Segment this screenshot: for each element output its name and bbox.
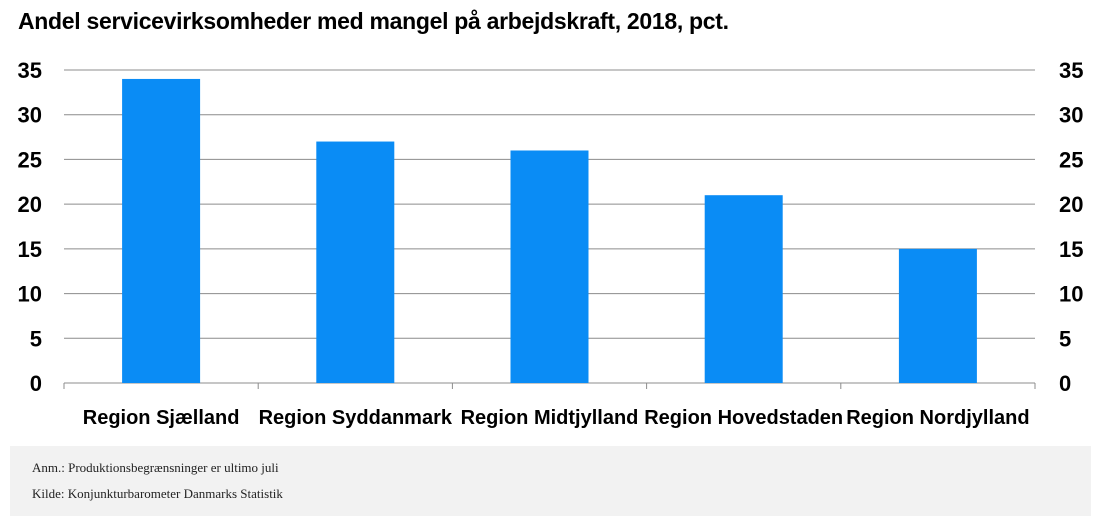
x-category-label: Region Sjælland <box>83 407 240 429</box>
y-tick-label-left: 25 <box>18 147 42 172</box>
bar <box>898 248 977 383</box>
y-tick-label-left: 5 <box>30 326 42 351</box>
chart-footer: Anm.: Produktionsbegrænsninger er ultimo… <box>10 446 1091 516</box>
y-tick-label-left: 35 <box>18 58 42 83</box>
x-category-label: Region Syddanmark <box>259 407 453 429</box>
y-tick-label-right: 15 <box>1059 237 1083 262</box>
y-tick-label-left: 15 <box>18 237 42 262</box>
y-tick-label-right: 5 <box>1059 326 1071 351</box>
bar <box>704 195 783 383</box>
footer-note: Anm.: Produktionsbegrænsninger er ultimo… <box>32 460 279 475</box>
y-tick-label-right: 0 <box>1059 371 1071 396</box>
bar <box>316 141 395 383</box>
y-tick-label-left: 30 <box>18 103 42 128</box>
y-tick-label-right: 30 <box>1059 103 1083 128</box>
bar <box>122 78 201 383</box>
y-tick-label-left: 10 <box>18 282 42 307</box>
x-category-label: Region Hovedstaden <box>644 407 843 429</box>
y-tick-label-right: 35 <box>1059 58 1083 83</box>
y-tick-label-right: 20 <box>1059 192 1083 217</box>
y-tick-label-left: 0 <box>30 371 42 396</box>
footer-source: Kilde: Konjunkturbarometer Danmarks Stat… <box>32 486 283 501</box>
y-tick-label-right: 25 <box>1059 147 1083 172</box>
chart-title: Andel servicevirksomheder med mangel på … <box>18 8 729 34</box>
bar-chart: 0 0 5 5 10 10 15 15 20 20 25 25 30 30 35 35 Region Sjæll… <box>18 58 1084 429</box>
y-tick-label-right: 10 <box>1059 282 1083 307</box>
y-tick-label-left: 20 <box>18 192 42 217</box>
x-category-label: Region Nordjylland <box>846 407 1029 429</box>
bar <box>510 150 589 383</box>
x-category-label: Region Midtjylland <box>461 407 639 429</box>
